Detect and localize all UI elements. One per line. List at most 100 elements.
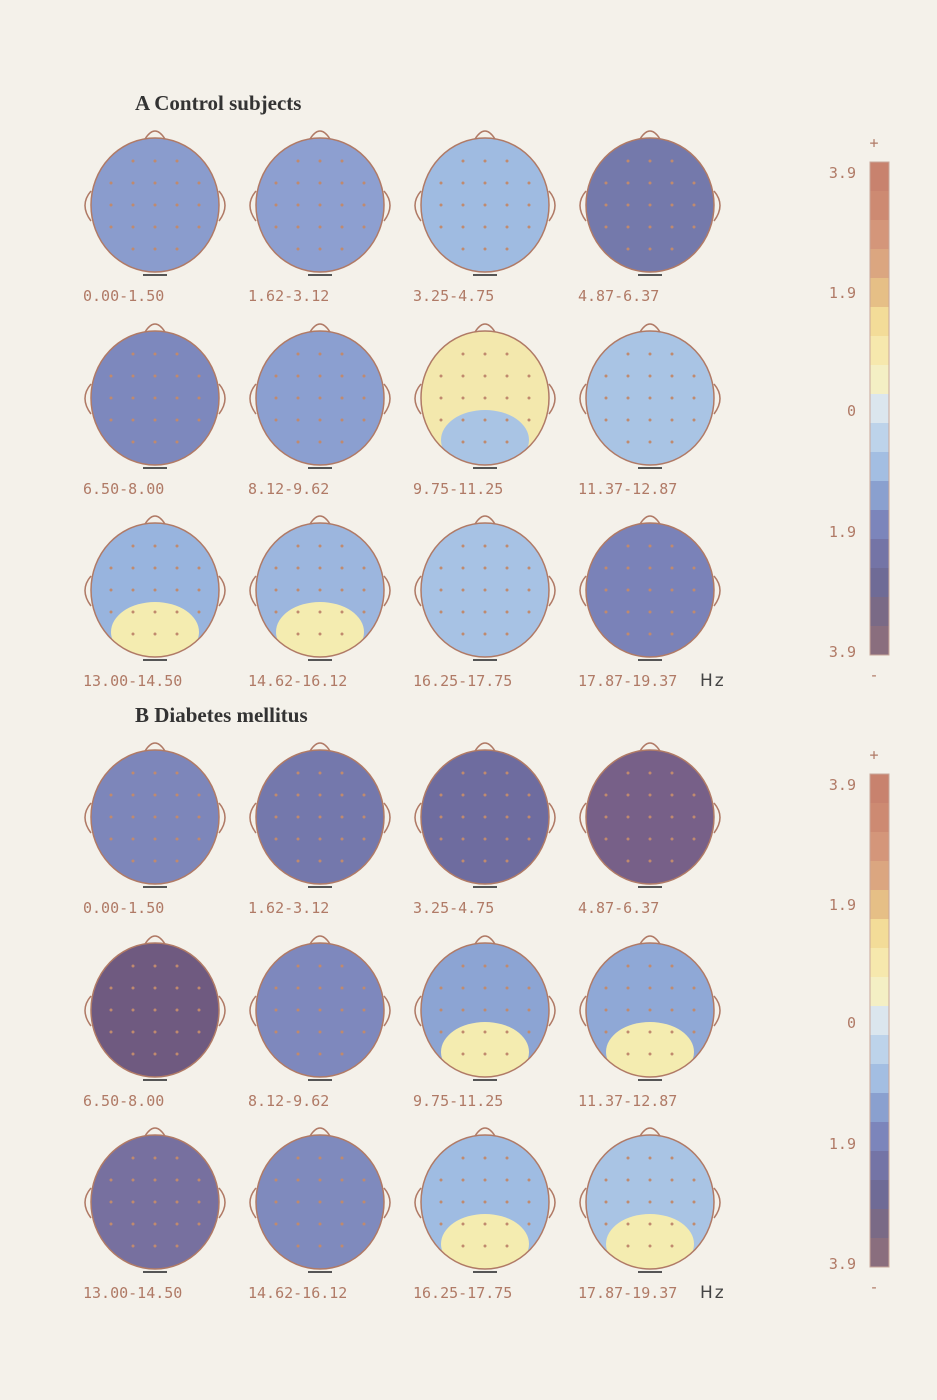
electrode [297, 1245, 300, 1248]
electrode [528, 838, 531, 841]
electrode [484, 1179, 487, 1182]
electrode [341, 611, 344, 614]
electrode [440, 375, 443, 378]
electrode [132, 1009, 135, 1012]
electrode [341, 633, 344, 636]
electrode [132, 567, 135, 570]
electrode [154, 794, 157, 797]
electrode [605, 419, 608, 422]
colorbar-band [870, 1238, 889, 1268]
electrode [462, 1157, 465, 1160]
electrode [154, 1031, 157, 1034]
electrode [627, 1157, 630, 1160]
electrode [341, 987, 344, 990]
electrode [297, 772, 300, 775]
electrode [462, 1179, 465, 1182]
electrode [649, 589, 652, 592]
electrode [132, 589, 135, 592]
colorbar-band [870, 977, 889, 1007]
band-label: 0.00-1.50 [83, 287, 164, 305]
electrode [440, 611, 443, 614]
electrode [275, 838, 278, 841]
electrode [110, 419, 113, 422]
scale-label: 1.9 [829, 523, 856, 541]
electrode [198, 589, 201, 592]
electrode [319, 633, 322, 636]
electrode [627, 816, 630, 819]
electrode [363, 397, 366, 400]
electrode [506, 1031, 509, 1034]
electrode [297, 545, 300, 548]
electrode [275, 182, 278, 185]
electrode [627, 419, 630, 422]
band-label: 14.62-16.12 [248, 1284, 347, 1302]
electrode [110, 1179, 113, 1182]
electrode [462, 589, 465, 592]
electrode [319, 160, 322, 163]
electrode [154, 1245, 157, 1248]
electrode [132, 182, 135, 185]
scale-label: 0 [847, 402, 856, 420]
electrode [693, 1179, 696, 1182]
electrode [176, 182, 179, 185]
electrode [671, 611, 674, 614]
electrode [671, 441, 674, 444]
electrode [484, 1031, 487, 1034]
electrode [484, 1009, 487, 1012]
electrode [649, 353, 652, 356]
electrode [462, 567, 465, 570]
electrode [484, 182, 487, 185]
electrode [671, 419, 674, 422]
panel-title: B Diabetes mellitus [135, 703, 308, 727]
electrode [649, 1053, 652, 1056]
electrode [671, 1201, 674, 1204]
electrode [154, 1157, 157, 1160]
electrode [319, 248, 322, 251]
electrode [484, 397, 487, 400]
electrode [154, 567, 157, 570]
electrode [506, 419, 509, 422]
electrode [506, 441, 509, 444]
electrode [671, 589, 674, 592]
electrode [528, 419, 531, 422]
electrode [671, 1031, 674, 1034]
electrode [132, 1053, 135, 1056]
electrode [176, 1009, 179, 1012]
electrode [275, 419, 278, 422]
electrode [528, 589, 531, 592]
electrode [649, 965, 652, 968]
electrode [319, 375, 322, 378]
electrode [627, 160, 630, 163]
electrode [440, 1223, 443, 1226]
colorbar-band [870, 948, 889, 978]
electrode [132, 1031, 135, 1034]
electrode [649, 226, 652, 229]
electrode [605, 375, 608, 378]
electrode [693, 567, 696, 570]
electrode [341, 182, 344, 185]
electrode [627, 1009, 630, 1012]
electrode [462, 772, 465, 775]
electrode [176, 226, 179, 229]
band-label: 3.25-4.75 [413, 899, 494, 917]
electrode [484, 772, 487, 775]
electrode [154, 1053, 157, 1056]
colorbar-band [870, 803, 889, 833]
electrode [176, 397, 179, 400]
electrode [176, 965, 179, 968]
electrode [275, 1223, 278, 1226]
electrode [484, 248, 487, 251]
electrode [605, 204, 608, 207]
electrode [176, 441, 179, 444]
electrode [671, 633, 674, 636]
band-label: 1.62-3.12 [248, 287, 329, 305]
electrode [363, 987, 366, 990]
band-label: 13.00-14.50 [83, 672, 182, 690]
electrode [462, 375, 465, 378]
electrode [484, 1223, 487, 1226]
colorbar-band [870, 626, 889, 656]
electrode [462, 611, 465, 614]
electrode [671, 1157, 674, 1160]
band-label: 17.87-19.37 [578, 1284, 677, 1302]
electrode [484, 1157, 487, 1160]
